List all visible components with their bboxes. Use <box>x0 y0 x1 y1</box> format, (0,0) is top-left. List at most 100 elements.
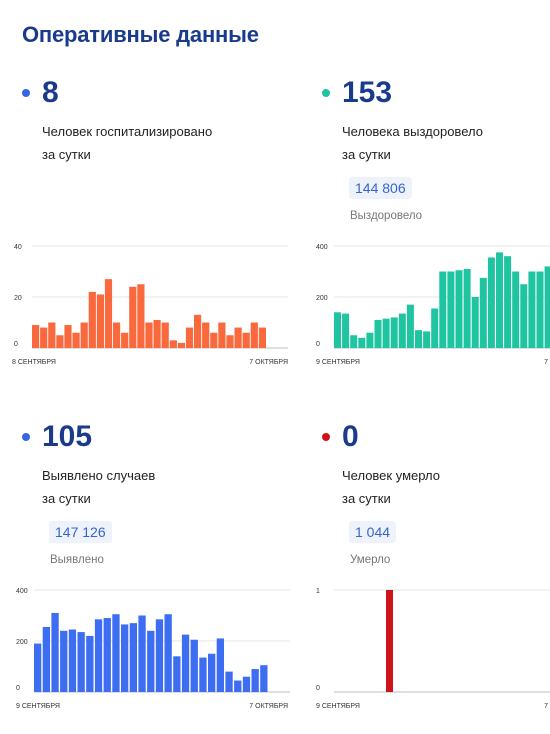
bar <box>169 340 177 348</box>
bar <box>366 332 374 348</box>
x-start-label: 9 сентября <box>16 703 60 710</box>
bar <box>242 676 251 692</box>
bar <box>199 657 207 692</box>
bar <box>155 619 164 692</box>
bar <box>234 680 242 692</box>
bar <box>471 297 479 348</box>
y-tick-label: 200 <box>16 639 28 646</box>
bar <box>40 327 48 348</box>
x-start-label: 9 сентября <box>316 703 360 710</box>
bar <box>103 618 111 692</box>
detected-label: Выявлено случаев за сутки <box>42 464 272 510</box>
y-tick-label: 0 <box>16 685 20 692</box>
bar <box>242 332 250 348</box>
bar <box>251 669 259 692</box>
status-dot-icon <box>322 89 330 97</box>
bar <box>382 318 390 348</box>
recovered-total-label: Выздоровело <box>350 210 423 222</box>
hospitalized-chart: 0 20 40 8 сентября 7 октября <box>12 244 288 366</box>
bar <box>72 332 80 348</box>
bar <box>190 639 198 692</box>
bar <box>77 632 85 692</box>
x-end-label: 7 октября <box>249 359 288 366</box>
recovered-total: 144 806 <box>349 177 412 199</box>
deaths-total: 1 044 <box>349 521 397 543</box>
bar <box>51 612 59 692</box>
bar <box>164 614 172 692</box>
bar <box>121 624 129 692</box>
bar <box>112 614 120 692</box>
bar <box>439 271 447 348</box>
recovered-label-line1: Человека выздоровело <box>342 124 483 139</box>
detected-total: 147 126 <box>49 521 112 543</box>
bar <box>390 317 398 348</box>
card-hospitalized: 8 Человек госпитализировано за сутки <box>22 76 282 176</box>
bar <box>218 322 226 348</box>
bar <box>153 319 161 348</box>
x-end-label: 7 октября <box>249 703 288 710</box>
bar <box>86 635 94 692</box>
recovered-chart: 0 200 400 9 сентября 7 <box>316 244 550 366</box>
bar <box>226 335 234 348</box>
y-tick-label: 400 <box>16 588 28 595</box>
bar <box>34 643 42 692</box>
bar <box>60 630 68 692</box>
bar <box>358 337 366 348</box>
deaths-label-line2: за сутки <box>342 491 391 506</box>
bar <box>423 331 431 348</box>
bar <box>42 626 50 692</box>
bar <box>194 314 202 348</box>
bar <box>536 271 544 348</box>
y-tick-label: 0 <box>14 341 18 348</box>
bar <box>487 257 495 348</box>
y-tick-label: 20 <box>14 295 22 302</box>
bar <box>185 327 194 348</box>
bar <box>113 322 121 348</box>
detected-chart: 0 200 400 9 сентября 7 октября <box>16 588 290 710</box>
bar <box>250 322 258 348</box>
card-recovered: 153 Человека выздоровело за сутки 144 80… <box>322 76 550 226</box>
deaths-total-label: Умерло <box>350 554 391 566</box>
bar <box>258 327 266 348</box>
bar <box>56 335 64 348</box>
deaths-label: Человек умерло за сутки <box>342 464 550 510</box>
bar <box>202 322 210 348</box>
bar <box>512 271 520 348</box>
bar <box>210 332 218 348</box>
bar <box>94 619 103 692</box>
y-tick-label: 400 <box>316 244 328 251</box>
card-deaths: 0 Человек умерло за сутки 1 044 Умерло <box>322 420 550 570</box>
y-tick-label: 1 <box>316 588 320 595</box>
y-tick-label: 0 <box>316 685 320 692</box>
recovered-label: Человека выздоровело за сутки <box>342 120 550 166</box>
bar <box>88 291 96 348</box>
hospitalized-label: Человек госпитализировано за сутки <box>42 120 272 166</box>
bar <box>504 256 512 348</box>
bar <box>32 325 40 348</box>
bar <box>342 313 350 348</box>
hospitalized-label-line2: за сутки <box>42 147 91 162</box>
x-start-label: 8 сентября <box>12 359 56 366</box>
hospitalized-label-line1: Человек госпитализировано <box>42 124 213 139</box>
bar <box>138 615 146 692</box>
bar <box>64 325 72 348</box>
bar <box>177 342 185 348</box>
y-tick-label: 40 <box>14 244 22 251</box>
bar <box>173 656 181 692</box>
bar <box>544 266 550 348</box>
bar <box>48 322 56 348</box>
card-detected: 105 Выявлено случаев за сутки 147 126 Вы… <box>22 420 282 570</box>
status-dot-icon <box>322 433 330 441</box>
deaths-chart: 0 1 9 сентября 7 <box>316 588 550 710</box>
bar <box>181 634 190 692</box>
detected-label-line1: Выявлено случаев <box>42 468 156 483</box>
bar <box>374 319 382 348</box>
bar <box>121 332 129 348</box>
x-end-label: 7 <box>544 703 548 710</box>
status-dot-icon <box>22 89 30 97</box>
page-title: Оперативные данные <box>22 22 259 47</box>
y-tick-label: 200 <box>316 295 328 302</box>
bar <box>80 322 88 348</box>
bar <box>528 271 536 348</box>
hospitalized-value: 8 <box>42 76 59 109</box>
